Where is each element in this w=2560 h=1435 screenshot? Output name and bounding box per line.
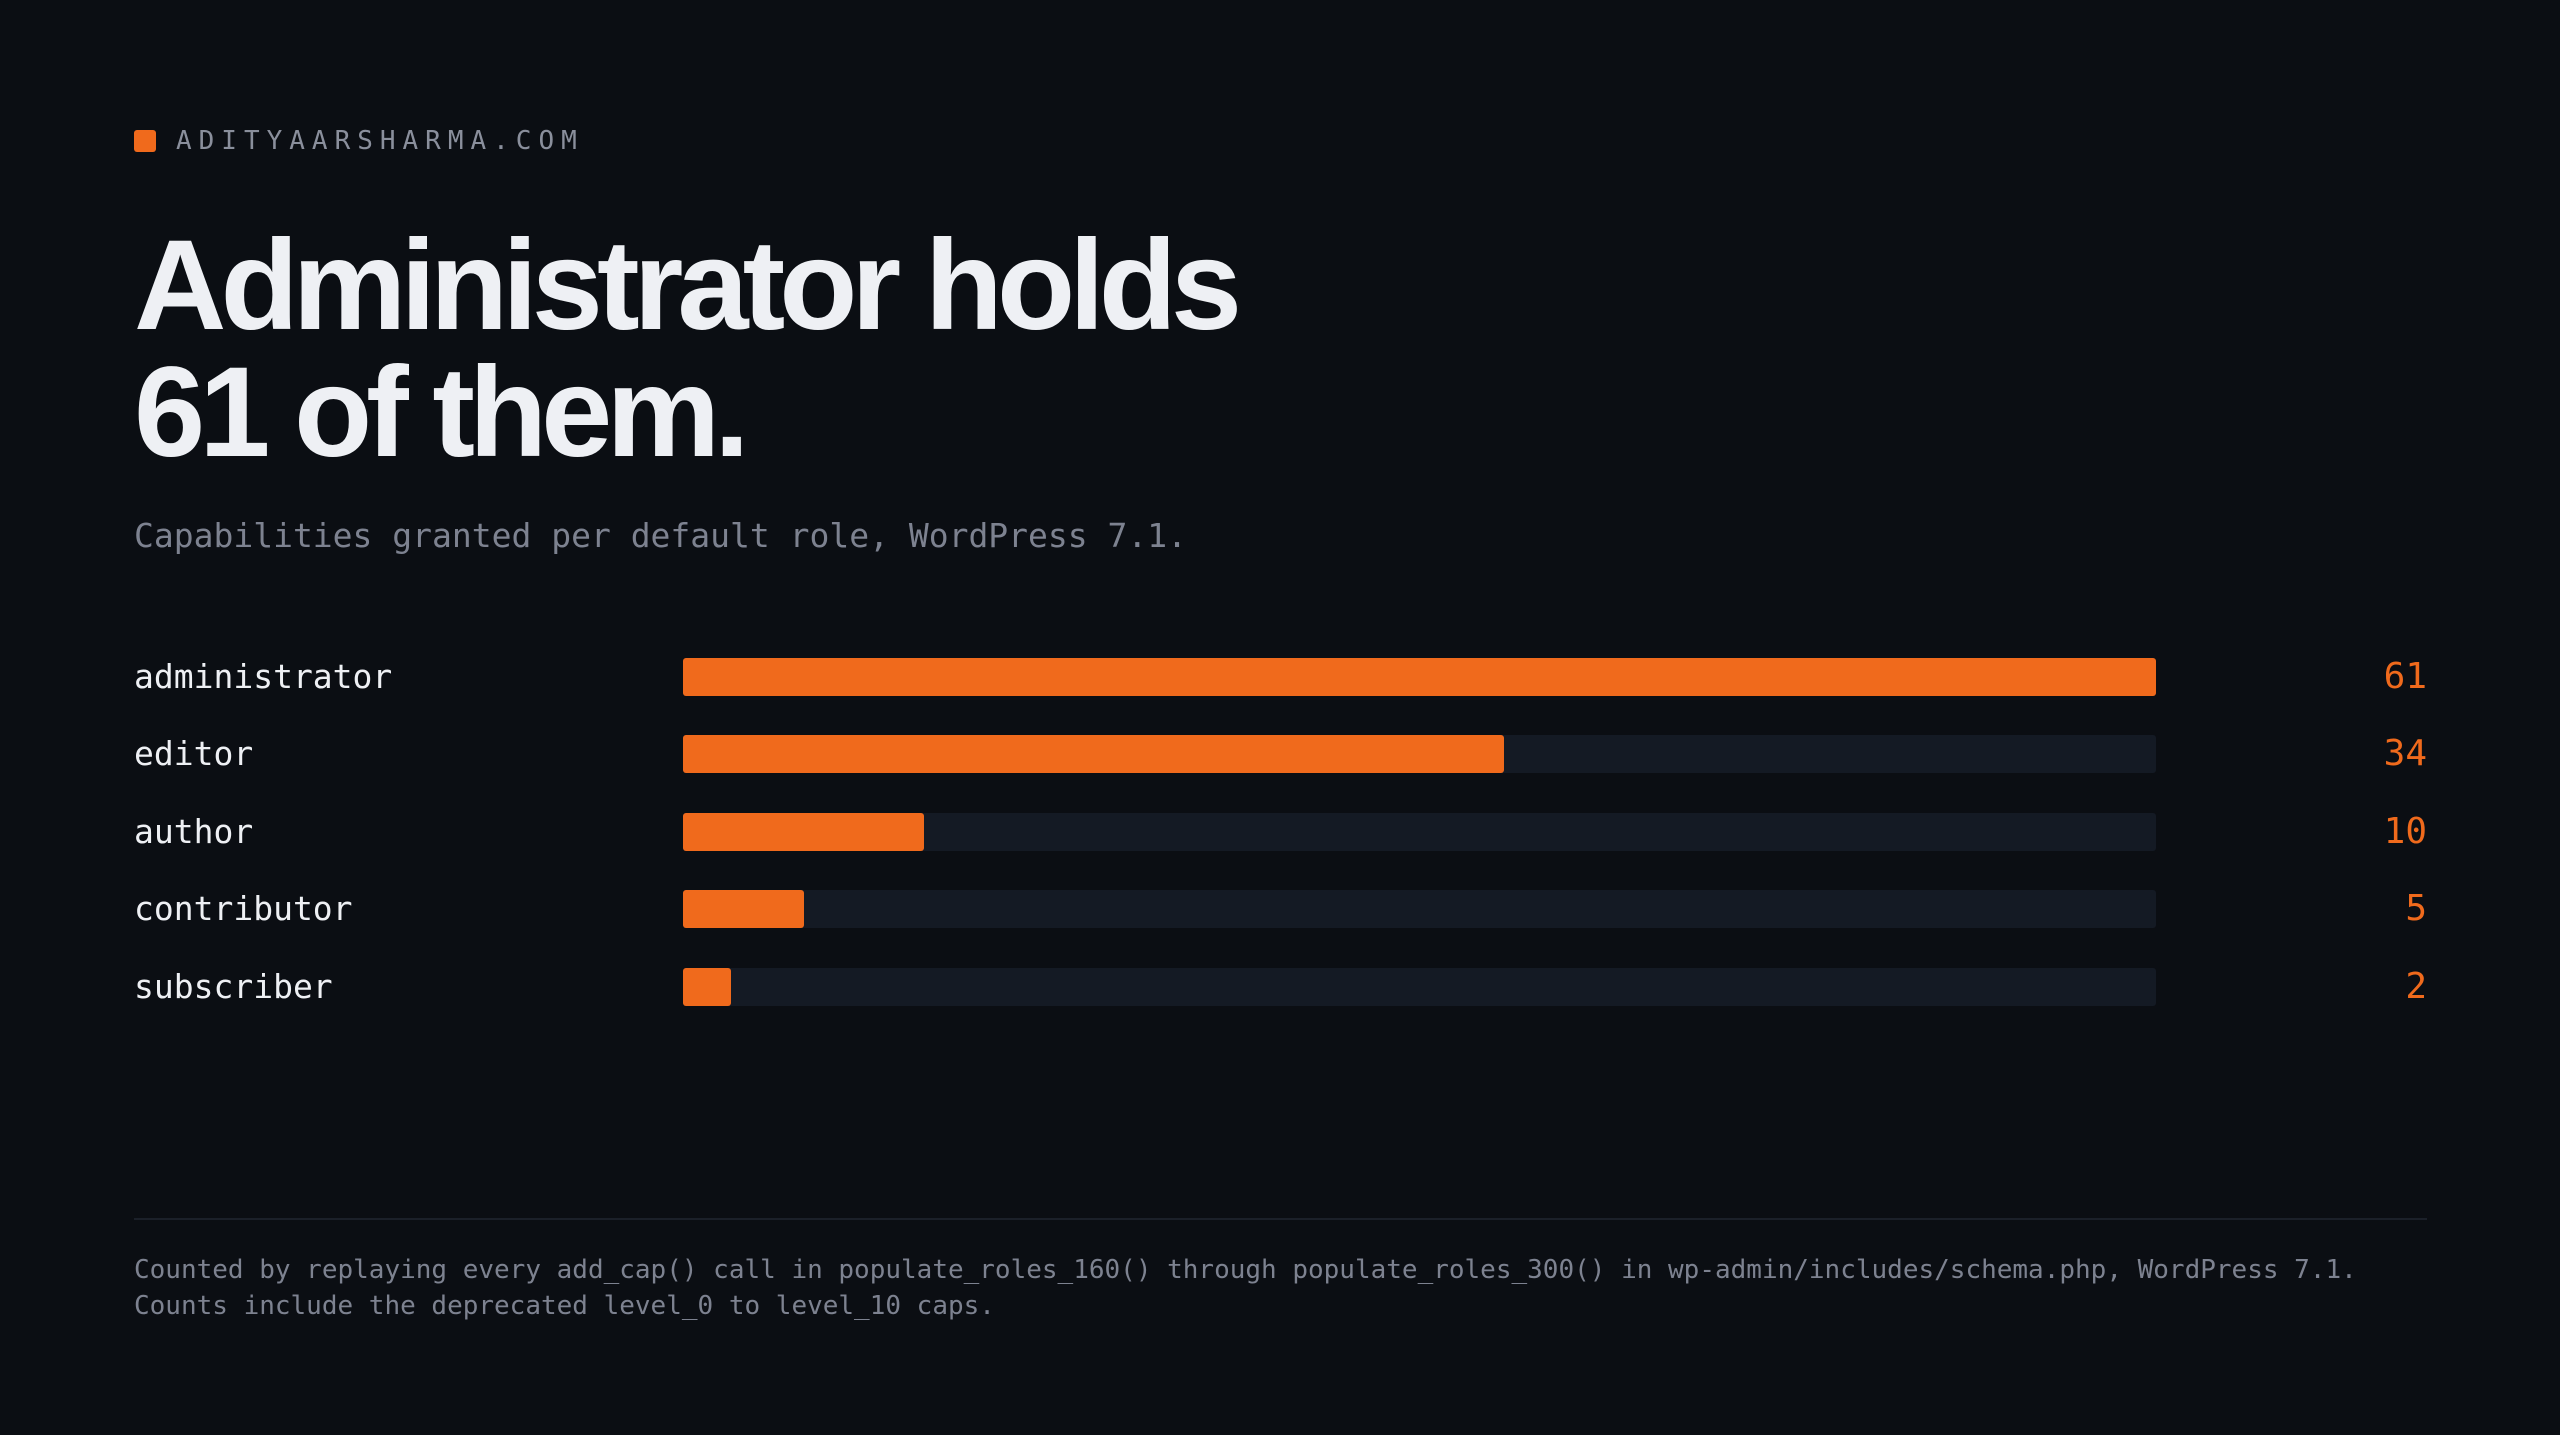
brand: ADITYAARSHARMA.COM [134, 126, 584, 156]
footnote-line: Counted by replaying every add_cap() cal… [134, 1255, 2357, 1285]
bar-track [683, 967, 2156, 1006]
category-label: editor [134, 734, 254, 774]
bar-row: author 10 [134, 810, 2427, 852]
bar-track [683, 890, 2156, 929]
value-label: 2 [2405, 965, 2427, 1007]
bar [683, 890, 804, 929]
bar-track [683, 658, 2156, 696]
category-label: author [134, 811, 254, 851]
chart-title: Administrator holds 61 of them. [134, 214, 1242, 484]
category-label: administrator [134, 657, 393, 696]
bar-track [683, 735, 2156, 774]
bar [683, 735, 1505, 774]
bar [683, 658, 2156, 696]
category-label: subscriber [134, 966, 333, 1006]
bar [683, 967, 732, 1006]
bar [683, 812, 925, 851]
value-label: 5 [2405, 888, 2427, 930]
bar-track [683, 812, 2156, 851]
bar-row: editor 34 [134, 734, 2427, 774]
bar-row: contributor 5 [134, 889, 2427, 929]
value-label: 10 [2383, 810, 2427, 852]
bar-row: administrator 61 [134, 657, 2427, 697]
bar-row: subscriber 2 [134, 965, 2427, 1007]
value-label: 34 [2383, 733, 2427, 775]
footnote: Counted by replaying every add_cap() cal… [134, 1252, 2357, 1324]
separator [134, 1218, 2427, 1220]
brand-icon [134, 130, 156, 152]
chart-subtitle: Capabilities granted per default role, W… [134, 516, 1187, 555]
value-label: 61 [2383, 656, 2427, 697]
category-label: contributor [134, 889, 353, 929]
footnote-line: Counts include the deprecated level_0 to… [134, 1291, 995, 1321]
brand-text: ADITYAARSHARMA.COM [176, 126, 584, 156]
